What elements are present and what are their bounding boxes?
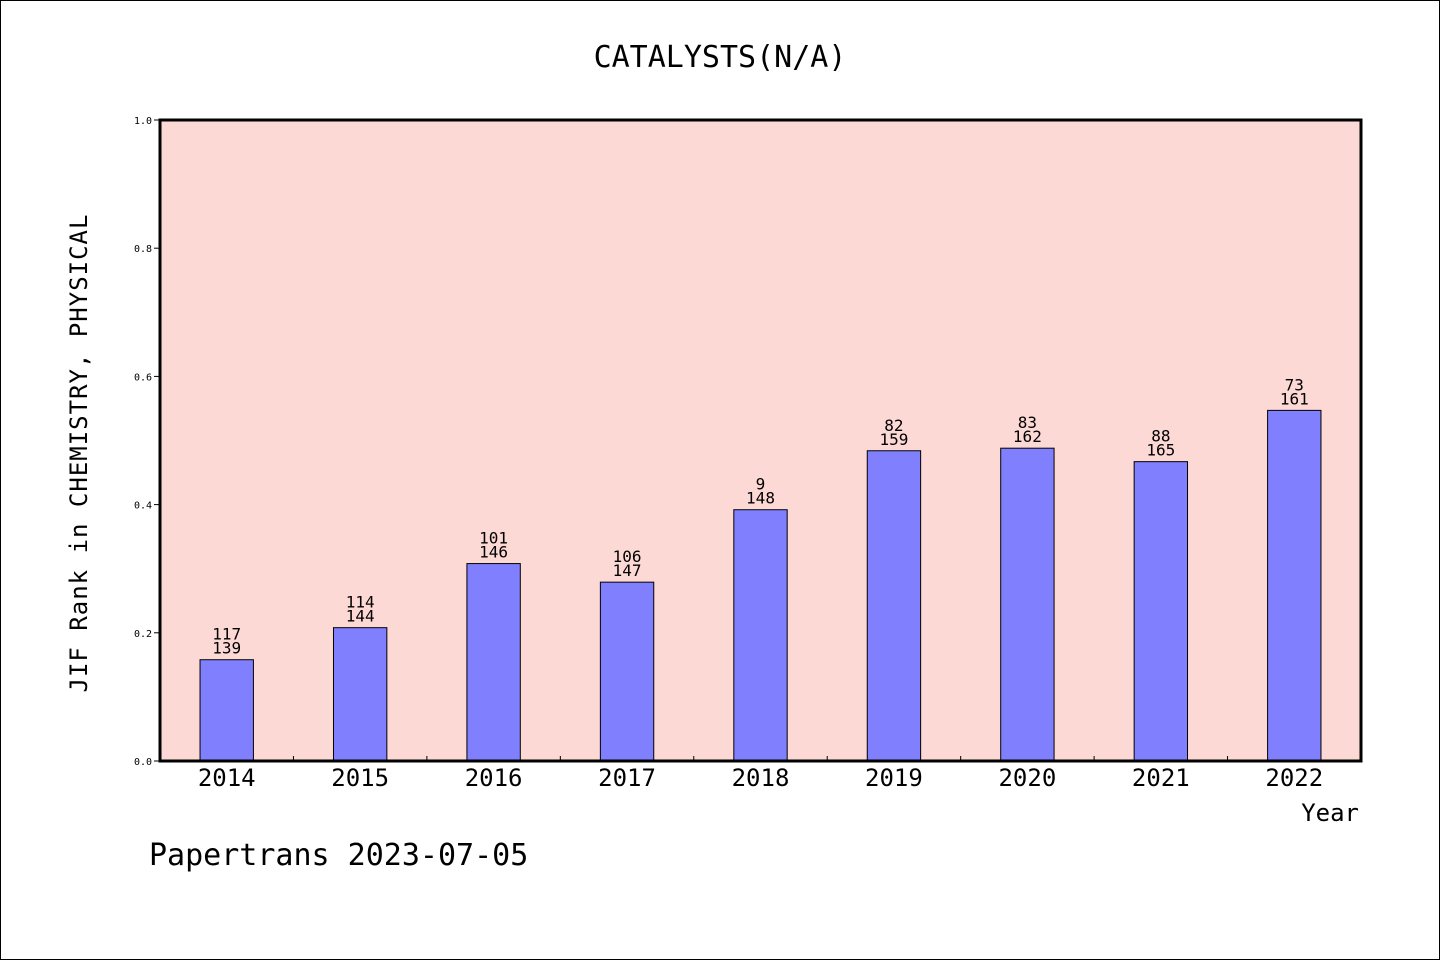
bar-total-label: 162 — [1013, 427, 1042, 446]
bar-rank-label: 88 — [1151, 427, 1170, 446]
x-tick-label: 2017 — [598, 764, 656, 792]
bar-total-label: 161 — [1280, 389, 1309, 408]
bar-rank-label: 117 — [212, 625, 241, 644]
bar-rank-label: 106 — [613, 547, 642, 566]
y-axis-label: JIF Rank in CHEMISTRY, PHYSICAL — [65, 214, 93, 693]
bar — [599, 581, 655, 762]
bar — [1267, 409, 1322, 762]
chart-title: CATALYSTS(N/A) — [594, 40, 847, 75]
y-tick-label: 1.0 — [134, 116, 152, 127]
x-tick-label: 2018 — [732, 764, 790, 792]
bar-rank-label: 114 — [346, 593, 375, 612]
bar-total-label: 148 — [746, 489, 775, 508]
bars-group — [199, 409, 1322, 762]
x-axis-label: Year — [1301, 799, 1359, 827]
bar — [466, 563, 521, 762]
bar — [733, 509, 788, 762]
y-axis: 0.0 0.2 0.4 0.6 0.8 1.0 — [134, 116, 160, 768]
bar-rank-label: 101 — [479, 529, 508, 548]
bar-rank-label: 83 — [1018, 413, 1037, 432]
bar — [332, 627, 388, 762]
x-tick-label: 2019 — [865, 764, 923, 792]
x-tick-label: 2014 — [198, 764, 256, 792]
x-tick-label: 2016 — [465, 764, 523, 792]
y-tick-label: 0.4 — [134, 501, 152, 512]
bar — [199, 659, 254, 762]
bar — [1000, 447, 1055, 762]
x-tick-label: 2020 — [998, 764, 1056, 792]
bar-total-label: 139 — [212, 639, 241, 658]
x-tick-label: 2021 — [1132, 764, 1190, 792]
bar-total-label: 159 — [879, 430, 908, 449]
bar — [1133, 461, 1189, 762]
y-tick-label: 0.8 — [134, 244, 152, 255]
bar-total-label: 144 — [346, 607, 375, 626]
bar-total-label: 165 — [1146, 441, 1175, 460]
bar-total-label: 146 — [479, 543, 508, 562]
bar — [866, 450, 922, 762]
bar-rank-label: 73 — [1285, 375, 1304, 394]
y-tick-label: 0.0 — [134, 757, 152, 768]
footer-text: Papertrans 2023-07-05 — [149, 838, 528, 873]
x-tick-label: 2022 — [1265, 764, 1323, 792]
y-tick-label: 0.6 — [134, 372, 152, 383]
x-axis: 2014 2015 2016 2017 2018 2019 2020 2021 2022 — [198, 756, 1323, 792]
y-tick-label: 0.2 — [134, 629, 152, 640]
plot-frame — [158, 118, 1363, 763]
x-tick-label: 2015 — [331, 764, 389, 792]
bar-total-label: 147 — [613, 561, 642, 580]
bar-rank-label: 82 — [884, 416, 903, 435]
bar-rank-label: 9 — [756, 475, 766, 494]
